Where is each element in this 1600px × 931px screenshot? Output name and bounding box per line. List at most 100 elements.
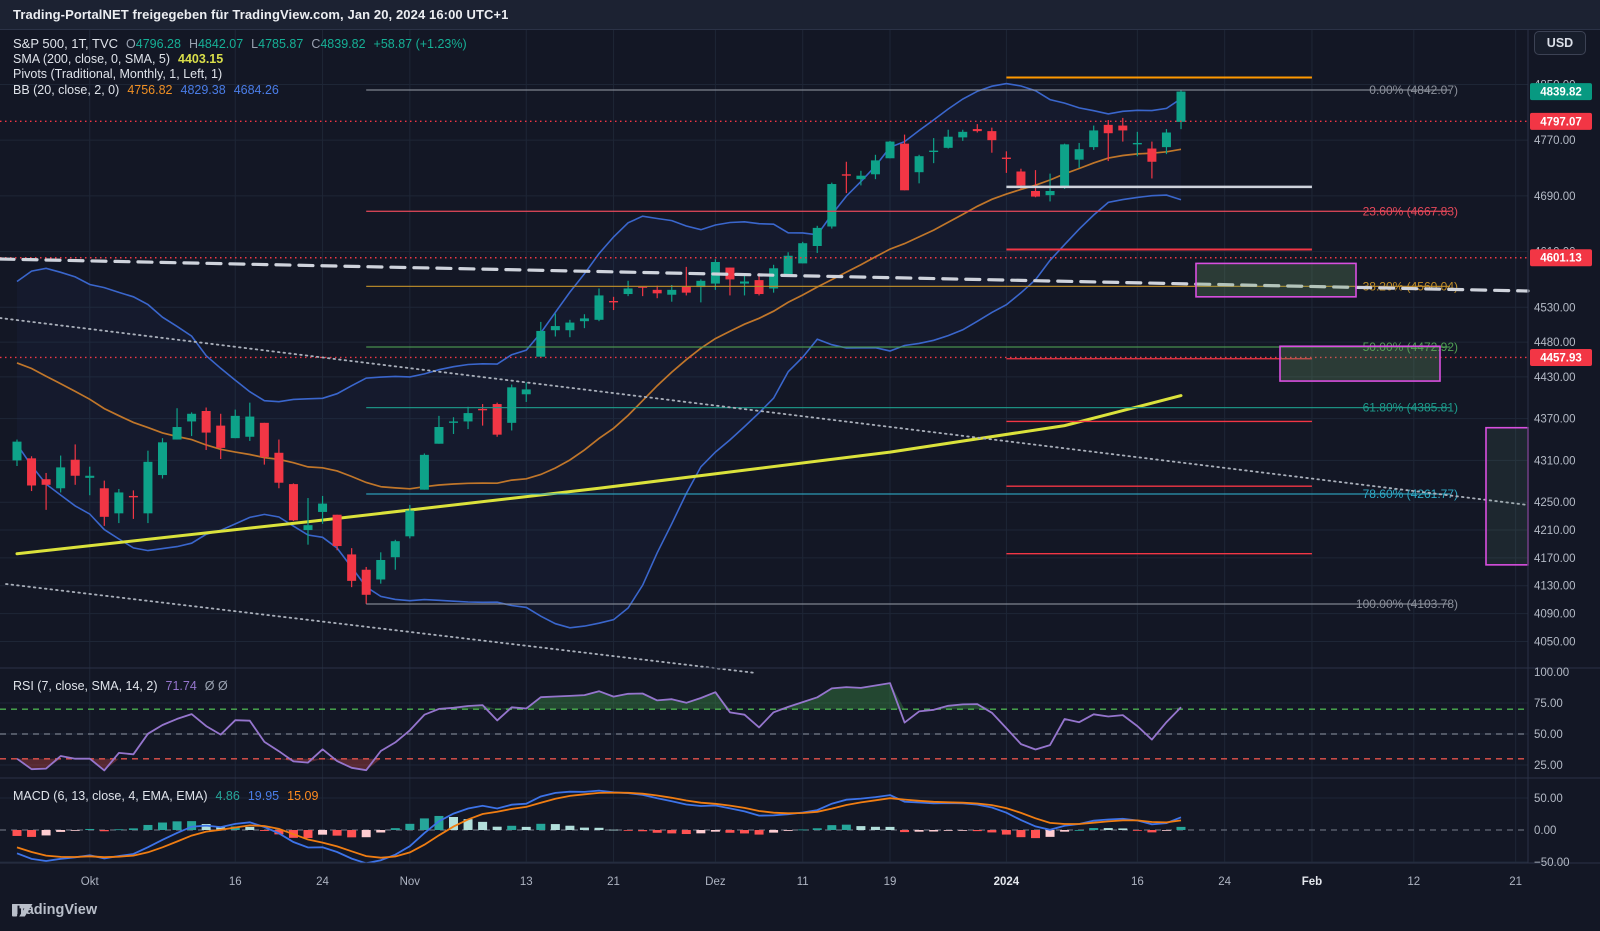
candle-body: [405, 510, 415, 537]
price-tick-label: 4310.00: [1534, 455, 1576, 467]
candle-body: [114, 492, 124, 514]
macd-histogram-bar: [579, 827, 589, 830]
candle-body: [638, 286, 648, 288]
time-axis-label: 16: [1131, 876, 1144, 888]
legend-sma-row[interactable]: SMA (200, close, 0, SMA, 5) 4403.15: [13, 52, 223, 66]
time-axis-label: Dez: [705, 876, 726, 888]
price-tick-label: 4480.00: [1534, 337, 1576, 349]
candle-body: [943, 136, 953, 148]
macd-histogram-bar: [478, 821, 488, 830]
legend-bb-row[interactable]: BB (20, close, 2, 0) 4756.82 4829.38 468…: [13, 83, 279, 97]
price-tick-label: 4250.00: [1534, 497, 1576, 509]
macd-histogram-bar: [70, 830, 80, 831]
macd-tick-label: 50.00: [1534, 793, 1563, 805]
rsi-label: RSI (7, close, SMA, 14, 2): [13, 679, 158, 693]
legend-pivots-row[interactable]: Pivots (Traditional, Monthly, 1, Left, 1…: [13, 67, 222, 81]
candle-body: [463, 413, 473, 422]
legend-rsi-row[interactable]: RSI (7, close, SMA, 14, 2) 71.74 Ø Ø: [13, 679, 228, 693]
fib-retracement: 0.00% (4842.07) 23.60% (4667.83) 38.20% (4…: [366, 83, 1458, 611]
macd-histogram-bar: [1118, 828, 1128, 830]
macd-histogram-bar: [638, 830, 648, 832]
macd-histogram-bar: [492, 826, 502, 830]
candle-body: [827, 184, 837, 227]
candle-body: [376, 559, 386, 580]
time-axis-label: 21: [1509, 876, 1522, 888]
symbol-title: S&P 500, 1T, TVC: [13, 36, 119, 51]
macd-histogram-bar: [187, 821, 197, 830]
macd-histogram-bar: [390, 828, 400, 830]
macd-main-value: 19.95: [247, 789, 280, 803]
macd-histogram-bar: [128, 828, 138, 830]
ohlc-open: O4796.28: [126, 37, 181, 51]
rsi-ma-values: Ø Ø: [204, 679, 228, 693]
macd-histogram-bar: [1001, 830, 1011, 835]
time-axis-label: 21: [607, 876, 620, 888]
time-axis-label: 13: [520, 876, 533, 888]
macd-histogram-bar: [783, 830, 793, 831]
macd-histogram-bar: [798, 829, 808, 831]
macd-histogram-bar: [376, 830, 386, 833]
candle-body: [769, 268, 779, 289]
bollinger-basis-line: [16, 148, 1182, 490]
candle-body: [972, 129, 982, 132]
candle-body: [681, 286, 691, 293]
chart-canvas[interactable]: 0.00% (4842.07) 23.60% (4667.83) 38.20% (4…: [0, 30, 1600, 931]
rsi-tick-label: 100.00: [1534, 667, 1569, 679]
alert-price-badge-text: 4457.93: [1540, 352, 1582, 364]
candle-body: [1045, 190, 1055, 196]
candle-body: [419, 454, 429, 490]
candle-body: [696, 280, 706, 288]
currency-toggle-button[interactable]: USD: [1534, 31, 1586, 55]
sma-value: 4403.15: [178, 52, 224, 66]
drawing-rectangle: [1485, 426, 1529, 566]
trend-line: [0, 257, 1530, 293]
macd-tick-label: 0.00: [1534, 825, 1556, 837]
macd-histogram-bar: [158, 822, 167, 830]
macd-histogram-bar: [1103, 828, 1113, 830]
candle-body: [521, 389, 531, 395]
macd-histogram-bar: [1060, 830, 1070, 832]
time-axis-label: Nov: [400, 876, 421, 888]
price-tick-label: 4690.00: [1534, 191, 1576, 203]
macd-histogram-bar: [652, 830, 662, 833]
time-axis-label: Feb: [1302, 876, 1322, 888]
macd-histogram-bar: [565, 825, 575, 830]
rsi-overbought-fill: [17, 683, 1181, 710]
candle-body: [987, 131, 997, 141]
macd-hist-value: 4.86: [215, 789, 240, 803]
pivots-label: Pivots (Traditional, Monthly, 1, Left, 1…: [13, 67, 223, 81]
macd-histogram-bar: [521, 826, 531, 830]
last-price-badge: 4839.82: [1530, 83, 1592, 101]
candle-body: [27, 458, 37, 486]
macd-histogram-bar: [1161, 830, 1171, 831]
macd-histogram-bar: [332, 830, 342, 836]
candle-body: [900, 143, 910, 191]
alert-price-badge-bg: [1530, 249, 1592, 267]
candle-body: [1161, 132, 1171, 148]
macd-histogram-bar: [143, 824, 153, 830]
alert-price-badge-bg: [1530, 112, 1592, 130]
macd-histogram-bar: [550, 824, 560, 830]
candle-body: [1147, 148, 1157, 162]
rsi-tick-label: 75.00: [1534, 698, 1563, 710]
legend-symbol-row[interactable]: S&P 500, 1T, TVC O4796.28 H4842.07 L4785…: [13, 36, 467, 51]
candle-body: [609, 300, 619, 303]
tradingview-logo[interactable]: TradingView: [12, 902, 97, 918]
candle-body: [667, 289, 677, 295]
candle-body: [303, 525, 313, 531]
legend-macd-row[interactable]: MACD (6, 13, close, 4, EMA, EMA) 4.86 19…: [13, 789, 318, 803]
macd-histogram-bar: [1176, 826, 1186, 830]
alert-price-badge: 4797.07: [1530, 112, 1592, 130]
time-axis-label: 19: [884, 876, 897, 888]
candle-body: [536, 330, 546, 357]
price-tick-label: 4530.00: [1534, 302, 1576, 314]
candle-body: [390, 541, 400, 558]
sma200-line: [15, 394, 1183, 556]
macd-histogram-bar: [609, 829, 619, 831]
macd-signal-line: [16, 791, 1182, 859]
candle-body: [929, 150, 939, 153]
candle-body: [478, 408, 488, 411]
macd-histogram-bar: [507, 825, 517, 830]
candle-body: [1176, 91, 1186, 122]
